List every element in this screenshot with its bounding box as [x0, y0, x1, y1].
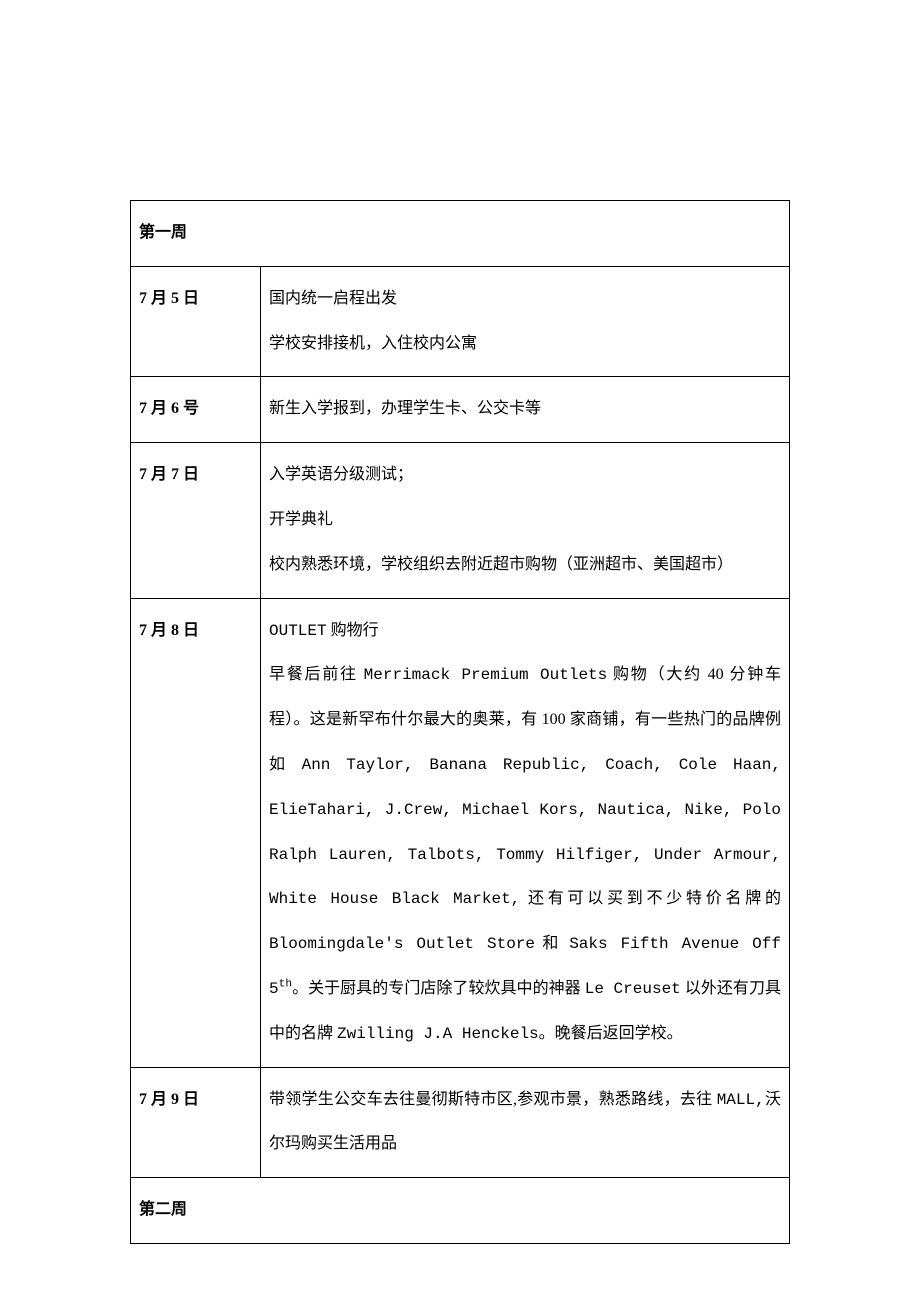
- week-header-row: 第二周: [131, 1178, 790, 1244]
- content-cell: 国内统一启程出发学校安排接机，入住校内公寓: [261, 266, 790, 377]
- table-row: 7 月 5 日国内统一启程出发学校安排接机，入住校内公寓: [131, 266, 790, 377]
- date-cell: 7 月 5 日: [131, 266, 261, 377]
- week2-header: 第二周: [131, 1178, 790, 1244]
- date-cell: 7 月 8 日: [131, 598, 261, 1067]
- content-cell: 入学英语分级测试；开学典礼校内熟悉环境，学校组织去附近超市购物（亚洲超市、美国超…: [261, 443, 790, 598]
- content-cell: 带领学生公交车去往曼彻斯特市区,参观市景，熟悉路线，去往 MALL,沃尔玛购买生…: [261, 1067, 790, 1178]
- week1-header: 第一周: [131, 201, 790, 267]
- content-cell: OUTLET 购物行早餐后前往 Merrimack Premium Outlet…: [261, 598, 790, 1067]
- table-row: 7 月 9 日带领学生公交车去往曼彻斯特市区,参观市景，熟悉路线，去往 MALL…: [131, 1067, 790, 1178]
- table-row: 7 月 8 日OUTLET 购物行早餐后前往 Merrimack Premium…: [131, 598, 790, 1067]
- date-cell: 7 月 9 日: [131, 1067, 261, 1178]
- content-cell: 新生入学报到，办理学生卡、公交卡等: [261, 377, 790, 443]
- table-body: 第一周 7 月 5 日国内统一启程出发学校安排接机，入住校内公寓7 月 6 号新…: [131, 201, 790, 1244]
- date-cell: 7 月 6 号: [131, 377, 261, 443]
- schedule-table: 第一周 7 月 5 日国内统一启程出发学校安排接机，入住校内公寓7 月 6 号新…: [130, 200, 790, 1244]
- date-cell: 7 月 7 日: [131, 443, 261, 598]
- table-row: 7 月 6 号新生入学报到，办理学生卡、公交卡等: [131, 377, 790, 443]
- week-header-row: 第一周: [131, 201, 790, 267]
- table-row: 7 月 7 日入学英语分级测试；开学典礼校内熟悉环境，学校组织去附近超市购物（亚…: [131, 443, 790, 598]
